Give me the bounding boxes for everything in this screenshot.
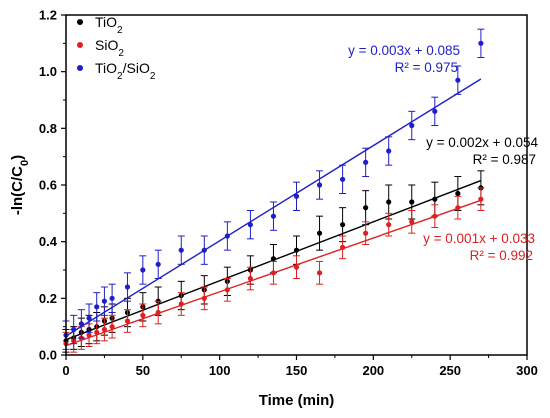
- legend-marker: [77, 42, 83, 48]
- data-point: [270, 256, 277, 262]
- axes: 0 50 100 150 200 250 300 0.0 0.2 0.4 0.6 0.8 1.0 1.2 T…: [9, 8, 538, 410]
- legend-label: TiO2: [95, 14, 123, 36]
- fit-labels: y = 0.002x + 0.054 R² = 0.987 y = 0.001x +…: [348, 43, 538, 263]
- data-point: [386, 148, 392, 154]
- data-point: [155, 309, 161, 316]
- data-point: [247, 222, 253, 228]
- y-tick-label: 0.4: [39, 234, 58, 249]
- data-point: [432, 213, 438, 219]
- legend-label: SiO2: [95, 37, 124, 59]
- data-point: [293, 247, 300, 253]
- data-point: [178, 247, 184, 253]
- x-tick-label: 0: [62, 363, 69, 378]
- y-tick-label: 1.0: [39, 64, 57, 79]
- data-point: [316, 270, 323, 276]
- data-point: [201, 295, 207, 301]
- data-point: [340, 176, 346, 182]
- x-tick-label: 200: [362, 363, 384, 378]
- fit-r-squared: R² = 0.975: [395, 60, 458, 75]
- x-tick-label: 50: [136, 363, 150, 378]
- data-point: [140, 312, 146, 318]
- data-point: [94, 304, 100, 310]
- data-point: [409, 199, 415, 205]
- data-point: [455, 77, 461, 83]
- data-point: [478, 40, 484, 46]
- data-point: [432, 196, 438, 202]
- data-point: [293, 193, 300, 199]
- data-point: [455, 205, 461, 211]
- data-point: [109, 295, 115, 301]
- data-point: [409, 122, 415, 129]
- legend-label: TiO2/SiO2: [95, 60, 156, 82]
- data-point: [78, 321, 84, 327]
- y-tick-label: 0.8: [39, 121, 57, 136]
- data-point: [386, 199, 392, 205]
- data-point: [86, 332, 92, 338]
- data-point: [124, 318, 131, 324]
- fit-r-squared: R² = 0.992: [470, 248, 533, 263]
- data-point: [340, 222, 346, 228]
- data-point: [124, 284, 131, 290]
- data-point: [270, 270, 277, 276]
- data-point: [224, 287, 230, 293]
- y-tick-label: 0.6: [39, 178, 57, 193]
- x-tick-label: 250: [439, 363, 461, 378]
- data-point: [432, 108, 438, 114]
- x-tick-label: 300: [516, 363, 538, 378]
- fit-equation: y = 0.002x + 0.054: [426, 135, 538, 150]
- legend-marker: [77, 19, 83, 25]
- data-point: [363, 205, 369, 211]
- data-point: [478, 196, 484, 202]
- data-point: [270, 213, 277, 219]
- plot-area: [62, 28, 485, 356]
- data-point: [109, 324, 115, 330]
- data-point: [363, 230, 369, 236]
- data-point: [363, 159, 369, 165]
- data-point: [94, 329, 100, 335]
- fit-equation: y = 0.003x + 0.085: [348, 43, 460, 58]
- legend-marker: [77, 65, 83, 71]
- data-point: [140, 267, 146, 273]
- data-point: [155, 261, 161, 267]
- data-point: [316, 230, 323, 236]
- data-point: [71, 326, 77, 333]
- data-point: [455, 190, 461, 197]
- data-point: [201, 247, 207, 253]
- data-point: [386, 222, 392, 228]
- data-point: [293, 264, 300, 270]
- data-point: [409, 219, 415, 225]
- y-axis-title: -ln(C/C0): [9, 155, 31, 215]
- data-point: [86, 315, 92, 321]
- data-point: [316, 182, 323, 188]
- series-2: [62, 28, 485, 350]
- y-tick-label: 1.2: [39, 8, 57, 23]
- data-point: [340, 244, 346, 250]
- data-point: [101, 326, 108, 333]
- y-tick-label: 0.0: [39, 348, 57, 363]
- x-tick-label: 100: [209, 363, 231, 378]
- y-tick-label: 0.2: [39, 291, 57, 306]
- fit-equation: y = 0.001x + 0.033: [423, 231, 535, 246]
- fit-r-squared: R² = 0.987: [473, 152, 536, 167]
- x-axis-title: Time (min): [259, 392, 335, 409]
- data-point: [178, 301, 184, 307]
- data-point: [101, 298, 108, 304]
- data-point: [224, 233, 230, 239]
- data-point: [247, 275, 253, 282]
- x-tick-label: 150: [286, 363, 308, 378]
